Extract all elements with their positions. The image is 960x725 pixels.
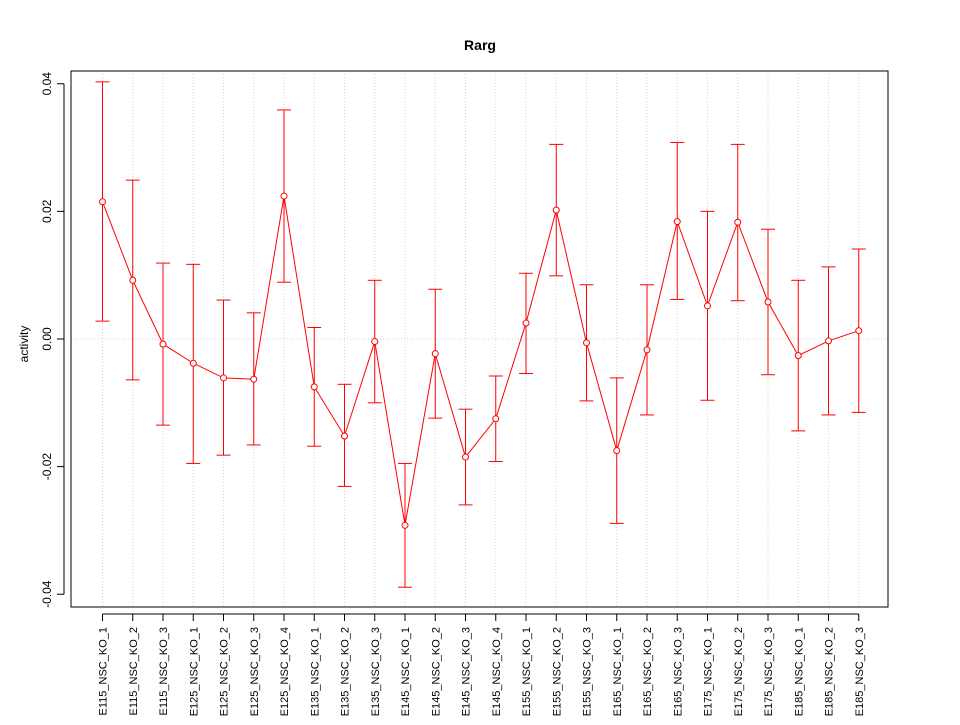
x-tick-label: E125_NSC_KO_2	[219, 627, 231, 716]
x-tick-label: E145_NSC_KO_1	[400, 627, 412, 716]
x-tick-label: E165_NSC_KO_1	[612, 627, 624, 716]
data-point	[643, 346, 651, 354]
y-tick-label: -0.02	[40, 453, 54, 481]
data-point	[825, 337, 832, 345]
data-point	[371, 338, 379, 346]
y-axis: -0.04 -0.02 0.00 0.02 0.04	[40, 72, 65, 608]
y-tick-label: 0.00	[40, 327, 54, 351]
data-point	[129, 276, 137, 284]
x-tick-label: E185_NSC_KO_2	[824, 627, 836, 716]
data-point	[99, 198, 106, 206]
data-point	[673, 218, 681, 226]
y-tick-label: 0.04	[40, 72, 54, 96]
y-tick-label: -0.04	[40, 580, 54, 608]
chart-title: Rarg	[464, 37, 496, 53]
data-point	[613, 447, 621, 455]
data-point	[704, 302, 711, 310]
x-tick-label: E175_NSC_KO_1	[703, 627, 715, 716]
plot-frame	[70, 70, 889, 608]
x-tick-label: E155_NSC_KO_3	[582, 627, 594, 716]
x-tick-label: E155_NSC_KO_2	[551, 627, 563, 716]
x-tick-label: E125_NSC_KO_3	[249, 627, 261, 716]
series-line	[102, 195, 859, 526]
data-point	[250, 375, 258, 383]
x-tick-label: E115_NSC_KO_2	[128, 627, 140, 715]
data-point	[522, 319, 530, 327]
data-point	[431, 350, 439, 358]
data-point	[794, 352, 802, 360]
x-tick-label: E145_NSC_KO_2	[430, 627, 442, 716]
x-axis: E115_NSC_KO_1 E115_NSC_KO_2 E115_NSC_KO_3 E…	[98, 613, 866, 716]
x-tick-label: E125_NSC_KO_4	[279, 627, 291, 716]
x-tick-label: E185_NSC_KO_3	[854, 627, 866, 716]
data-point	[341, 432, 348, 440]
x-tick-label: E175_NSC_KO_3	[763, 627, 775, 716]
data-point	[462, 453, 469, 461]
data-point	[552, 206, 560, 214]
data-point	[189, 359, 197, 367]
x-tick-label: E155_NSC_KO_1	[521, 627, 533, 716]
data-point	[764, 298, 772, 306]
data-points	[99, 192, 863, 529]
data-point	[310, 383, 318, 391]
x-tick-label: E145_NSC_KO_3	[461, 627, 473, 716]
x-tick-label: E135_NSC_KO_3	[370, 627, 382, 716]
x-tick-label: E115_NSC_KO_1	[98, 627, 110, 715]
data-point	[280, 192, 288, 200]
data-point	[220, 374, 227, 382]
x-tick-label: E115_NSC_KO_3	[158, 627, 170, 715]
x-tick-label: E145_NSC_KO_4	[491, 627, 503, 716]
data-point	[855, 327, 863, 335]
x-tick-label: E185_NSC_KO_1	[793, 627, 805, 716]
x-tick-label: E125_NSC_KO_1	[188, 627, 200, 716]
data-point	[583, 339, 590, 347]
x-tick-label: E135_NSC_KO_2	[340, 627, 352, 716]
x-tick-label: E175_NSC_KO_2	[733, 627, 745, 716]
x-tick-label: E165_NSC_KO_2	[642, 627, 654, 716]
x-tick-label: E165_NSC_KO_3	[672, 627, 684, 716]
data-point	[401, 521, 409, 529]
error-bars	[95, 81, 866, 588]
data-point	[492, 415, 500, 423]
x-tick-label: E135_NSC_KO_1	[309, 627, 321, 716]
y-axis-label: activity	[17, 326, 31, 363]
data-point	[734, 218, 742, 226]
data-point	[159, 340, 167, 348]
y-tick-label: 0.02	[40, 199, 54, 223]
